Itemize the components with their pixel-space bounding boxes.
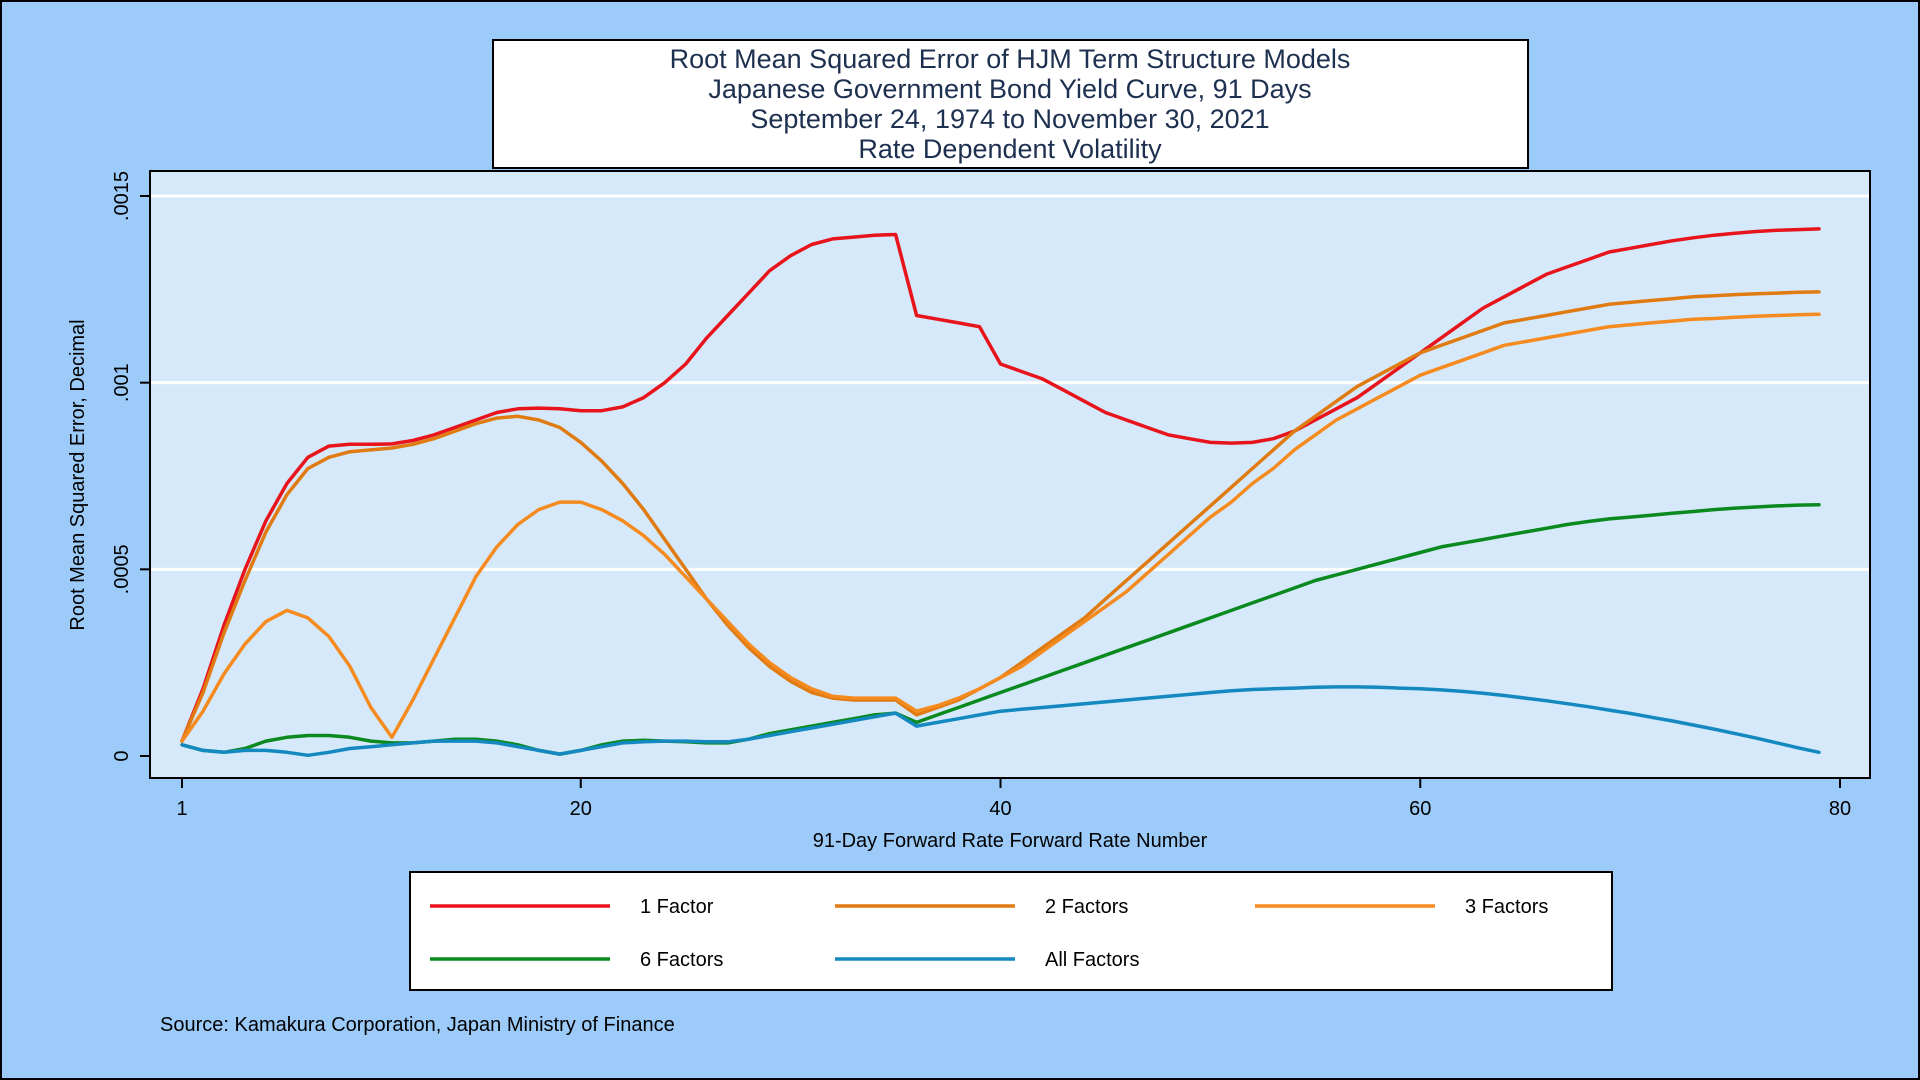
title-box <box>492 39 1529 169</box>
source-note: Source: Kamakura Corporation, Japan Mini… <box>160 1014 675 1036</box>
y-tick-label: .0015 <box>111 171 133 221</box>
series-line-6-factors <box>180 502 1821 756</box>
legend-box <box>409 871 1613 991</box>
legend-label: 2 Factors <box>1045 896 1128 918</box>
legend-label: 3 Factors <box>1465 896 1548 918</box>
legend-label: 1 Factor <box>640 896 714 918</box>
gridlines <box>151 194 1869 571</box>
x-tick-label: 20 <box>570 798 592 820</box>
x-axis-label: 91-Day Forward Rate Forward Rate Number <box>813 830 1208 852</box>
x-tick-label: 40 <box>989 798 1011 820</box>
series-line-all-factors <box>180 685 1821 758</box>
chart-title-line: Rate Dependent Volatility <box>858 134 1162 164</box>
chart-title-line: Root Mean Squared Error of HJM Term Stru… <box>670 44 1351 74</box>
y-tick-label: .0005 <box>111 544 133 594</box>
chart-title-line: September 24, 1974 to November 30, 2021 <box>750 104 1269 134</box>
y-tick-label: .001 <box>111 363 133 402</box>
x-tick-label: 60 <box>1409 798 1431 820</box>
y-axis: 0 .0005 .001 .0015 <box>111 171 150 762</box>
series-line-1-factor <box>180 227 1821 743</box>
legend-label: 6 Factors <box>640 949 723 971</box>
y-tick-label: 0 <box>111 750 133 761</box>
plot-area <box>149 170 1871 779</box>
legend-label: All Factors <box>1045 949 1139 971</box>
legend: 1 Factor 2 Factors 3 Factors 6 Factors All F… <box>430 896 1548 971</box>
chart-title: Root Mean Squared Error of HJM Term Stru… <box>670 44 1351 164</box>
x-axis: 1 20 40 60 80 <box>176 778 1851 820</box>
chart-title-line: Japanese Government Bond Yield Curve, 91… <box>708 74 1311 104</box>
series-lines <box>180 227 1821 758</box>
y-axis-label: Root Mean Squared Error, Decimal <box>67 319 89 630</box>
series-line-3-factors <box>180 312 1821 743</box>
x-tick-label: 1 <box>176 798 187 820</box>
x-tick-label: 80 <box>1829 798 1851 820</box>
